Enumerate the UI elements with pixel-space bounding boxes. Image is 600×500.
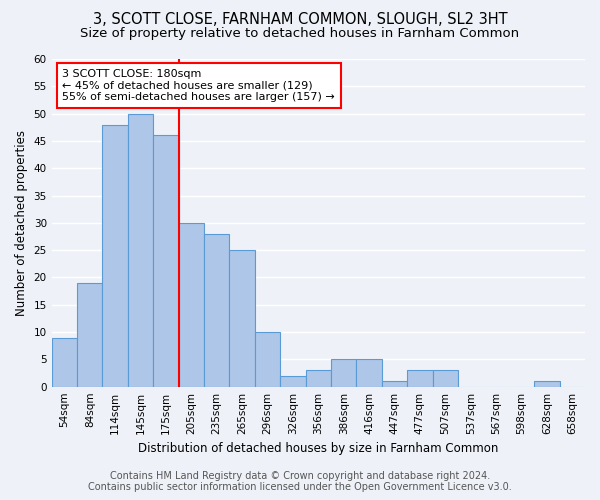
Bar — [103, 124, 128, 386]
Text: Contains HM Land Registry data © Crown copyright and database right 2024.
Contai: Contains HM Land Registry data © Crown c… — [88, 471, 512, 492]
Y-axis label: Number of detached properties: Number of detached properties — [15, 130, 28, 316]
Bar — [255, 332, 280, 386]
Bar — [204, 234, 229, 386]
Bar — [534, 381, 560, 386]
Bar — [153, 136, 179, 386]
Text: Size of property relative to detached houses in Farnham Common: Size of property relative to detached ho… — [80, 28, 520, 40]
Text: 3, SCOTT CLOSE, FARNHAM COMMON, SLOUGH, SL2 3HT: 3, SCOTT CLOSE, FARNHAM COMMON, SLOUGH, … — [92, 12, 508, 28]
Bar — [433, 370, 458, 386]
Text: 3 SCOTT CLOSE: 180sqm
← 45% of detached houses are smaller (129)
55% of semi-det: 3 SCOTT CLOSE: 180sqm ← 45% of detached … — [62, 69, 335, 102]
Bar — [77, 283, 103, 387]
X-axis label: Distribution of detached houses by size in Farnham Common: Distribution of detached houses by size … — [138, 442, 499, 455]
Bar — [280, 376, 305, 386]
Bar — [128, 114, 153, 386]
Bar — [305, 370, 331, 386]
Bar — [382, 381, 407, 386]
Bar — [229, 250, 255, 386]
Bar — [407, 370, 433, 386]
Bar — [331, 360, 356, 386]
Bar — [179, 223, 204, 386]
Bar — [52, 338, 77, 386]
Bar — [356, 360, 382, 386]
